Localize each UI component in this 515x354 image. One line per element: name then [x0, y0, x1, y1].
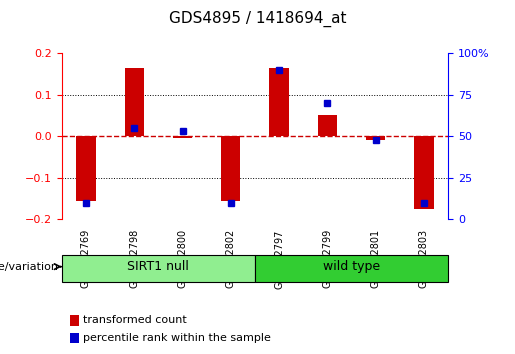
Text: percentile rank within the sample: percentile rank within the sample	[83, 333, 271, 343]
Bar	[318, 115, 337, 136]
Bar	[70, 333, 79, 343]
Text: wild type: wild type	[323, 260, 380, 273]
Bar	[414, 136, 434, 209]
FancyBboxPatch shape	[255, 255, 448, 282]
Bar	[366, 136, 385, 141]
FancyBboxPatch shape	[62, 255, 255, 282]
Bar	[76, 136, 96, 201]
Bar	[125, 68, 144, 136]
Text: GDS4895 / 1418694_at: GDS4895 / 1418694_at	[169, 11, 346, 27]
Text: transformed count: transformed count	[83, 315, 187, 325]
Text: genotype/variation: genotype/variation	[0, 262, 58, 272]
Bar	[221, 136, 241, 201]
Bar	[70, 315, 79, 326]
Text: SIRT1 null: SIRT1 null	[127, 260, 190, 273]
Bar	[173, 136, 192, 138]
Bar	[269, 68, 289, 136]
